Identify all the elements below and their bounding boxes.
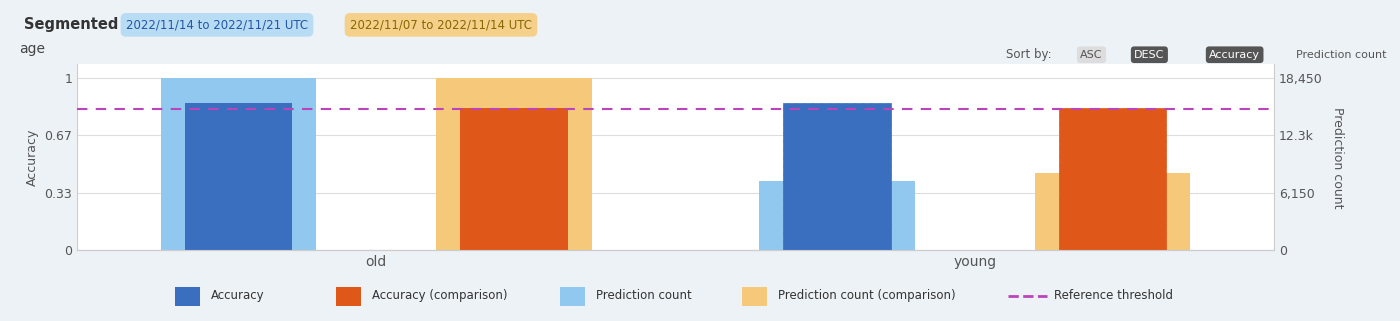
Y-axis label: Prediction count: Prediction count [1331, 107, 1344, 208]
Bar [437, 78, 592, 250]
Bar [336, 287, 361, 306]
Bar [742, 287, 767, 306]
Bar [759, 181, 916, 250]
Bar [783, 103, 890, 250]
Bar [461, 108, 568, 250]
Bar [161, 78, 316, 250]
Text: 2022/11/07 to 2022/11/14 UTC: 2022/11/07 to 2022/11/14 UTC [350, 18, 532, 31]
Bar [185, 103, 293, 250]
Text: 2022/11/14 to 2022/11/21 UTC: 2022/11/14 to 2022/11/21 UTC [126, 18, 308, 31]
Text: age: age [20, 42, 46, 56]
Text: DESC: DESC [1134, 50, 1165, 60]
Text: Accuracy (comparison): Accuracy (comparison) [372, 290, 508, 302]
Text: Accuracy: Accuracy [211, 290, 265, 302]
Y-axis label: Accuracy: Accuracy [25, 129, 39, 186]
Bar [1058, 108, 1166, 250]
Bar [560, 287, 585, 306]
Bar [1035, 173, 1190, 250]
Text: Sort by:: Sort by: [1007, 48, 1051, 61]
Text: Segmented performance: Segmented performance [24, 17, 230, 32]
Text: ASC: ASC [1081, 50, 1103, 60]
Text: Prediction count (comparison): Prediction count (comparison) [778, 290, 956, 302]
Text: Reference threshold: Reference threshold [1054, 290, 1173, 302]
Text: Prediction count: Prediction count [1296, 50, 1387, 60]
Bar [175, 287, 200, 306]
Text: Prediction count: Prediction count [596, 290, 692, 302]
Text: Accuracy: Accuracy [1210, 50, 1260, 60]
